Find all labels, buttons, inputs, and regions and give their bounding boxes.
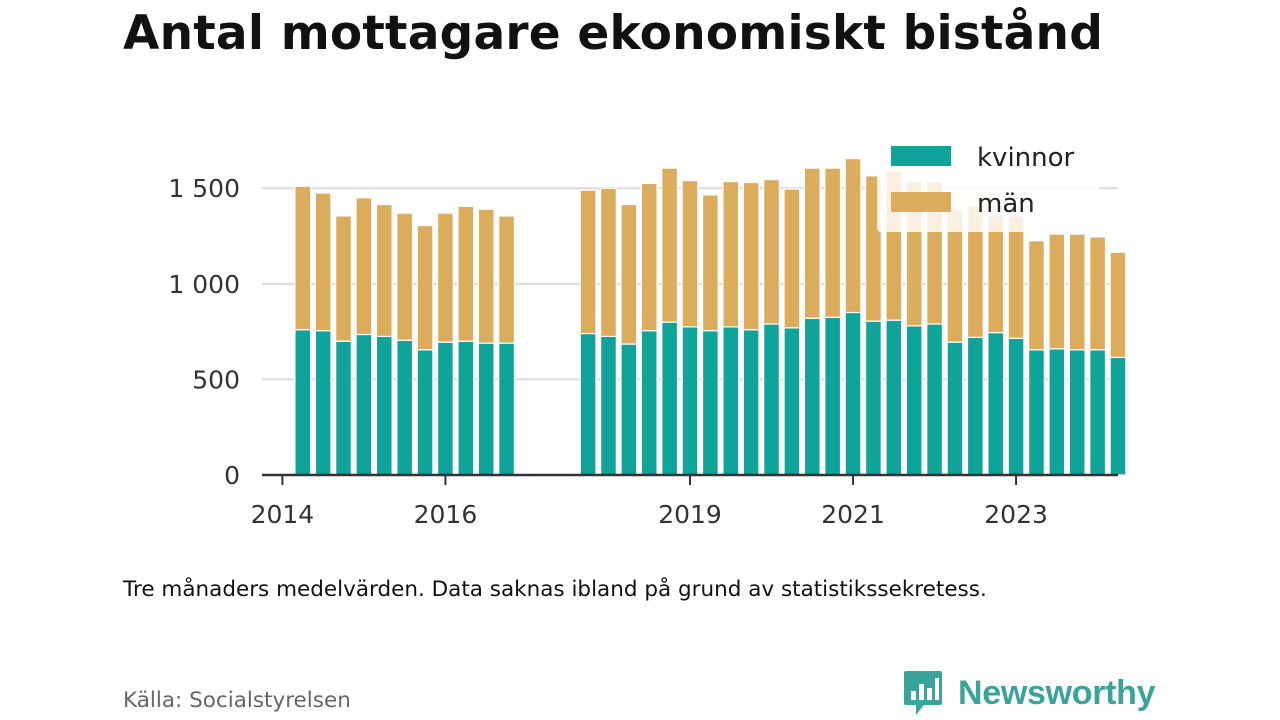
bar-kvinnor bbox=[1068, 349, 1086, 476]
bar-man bbox=[457, 205, 475, 342]
y-tick-label: 1 500 bbox=[168, 174, 240, 203]
bar-man bbox=[844, 158, 862, 314]
chart-title: Antal mottagare ekonomiskt bistånd bbox=[123, 6, 1104, 61]
bar-kvinnor bbox=[416, 349, 434, 476]
bar-kvinnor bbox=[335, 340, 352, 476]
bar-man bbox=[987, 214, 1005, 334]
bar-man bbox=[579, 189, 597, 335]
bar-man bbox=[620, 203, 638, 345]
bar-kvinnor bbox=[1007, 337, 1025, 476]
bar-kvinnor bbox=[294, 329, 312, 476]
bar-man bbox=[1028, 240, 1045, 351]
bar-kvinnor bbox=[436, 341, 454, 476]
chart-note: Tre månaders medelvärden. Data saknas ib… bbox=[123, 577, 987, 602]
legend: kvinnor män bbox=[877, 132, 1099, 232]
bar-kvinnor bbox=[742, 329, 760, 476]
brand-name: Newsworthy bbox=[958, 673, 1156, 712]
x-tick-label: 2023 bbox=[984, 500, 1048, 529]
x-tick-label: 2014 bbox=[251, 500, 315, 529]
bar-kvinnor bbox=[763, 323, 780, 476]
bar-kvinnor bbox=[966, 336, 984, 476]
bar-kvinnor bbox=[803, 317, 821, 476]
newsworthy-logo-icon bbox=[904, 671, 942, 715]
bar-kvinnor bbox=[375, 335, 393, 476]
bar-man bbox=[375, 203, 393, 337]
bar-man bbox=[681, 179, 699, 328]
y-tick-label: 1 000 bbox=[168, 270, 240, 299]
bar-kvinnor bbox=[620, 343, 638, 476]
bar-man bbox=[355, 197, 373, 336]
bar-man bbox=[294, 185, 312, 331]
bar-man bbox=[396, 212, 414, 341]
y-tick-label: 500 bbox=[192, 365, 240, 394]
bar-kvinnor bbox=[722, 326, 740, 476]
bar-man bbox=[416, 224, 434, 351]
bar-kvinnor bbox=[498, 342, 516, 476]
bar-kvinnor bbox=[579, 332, 597, 476]
legend-swatch-kvinnor bbox=[891, 146, 951, 166]
x-tick-label: 2019 bbox=[658, 500, 722, 529]
x-tick-label: 2016 bbox=[414, 500, 478, 529]
bar-kvinnor bbox=[926, 323, 944, 476]
bar-kvinnor bbox=[905, 325, 923, 476]
bar-man bbox=[498, 215, 516, 344]
bar-man bbox=[701, 194, 719, 332]
bar-kvinnor bbox=[987, 331, 1005, 476]
bar-man bbox=[600, 187, 617, 337]
legend-label-man: män bbox=[977, 189, 1035, 219]
bar-man bbox=[314, 192, 332, 332]
bar-man bbox=[742, 181, 760, 331]
x-axis-ticks: 2014 2016 2019 2021 2023 bbox=[251, 475, 1048, 529]
bar-kvinnor bbox=[864, 320, 882, 476]
bar-kvinnor bbox=[681, 326, 699, 476]
legend-label-kvinnor: kvinnor bbox=[977, 143, 1075, 173]
bar-man bbox=[640, 182, 658, 332]
brand-logo[interactable]: Newsworthy bbox=[902, 668, 1156, 718]
bar-kvinnor bbox=[600, 335, 617, 476]
bar-kvinnor bbox=[701, 330, 719, 476]
bar-man bbox=[763, 179, 780, 325]
bar-man bbox=[783, 188, 801, 329]
bar-man bbox=[803, 167, 821, 319]
bar-kvinnor bbox=[457, 340, 475, 476]
bar-man bbox=[1048, 233, 1066, 350]
bar-kvinnor bbox=[783, 327, 801, 476]
bar-kvinnor bbox=[396, 339, 414, 476]
bar-man bbox=[661, 167, 679, 323]
bar-man bbox=[1068, 233, 1086, 351]
bar-kvinnor bbox=[355, 333, 373, 476]
legend-swatch-man bbox=[891, 192, 951, 212]
bar-man bbox=[722, 180, 740, 328]
bar-man bbox=[824, 167, 842, 318]
bar-kvinnor bbox=[844, 311, 862, 476]
y-tick-label: 0 bbox=[224, 461, 240, 490]
bar-man bbox=[1007, 215, 1025, 339]
bar-man bbox=[335, 215, 352, 342]
bar-kvinnor bbox=[640, 330, 658, 476]
bar-kvinnor bbox=[661, 321, 679, 476]
bar-man bbox=[1089, 236, 1107, 351]
y-axis-ticks: 0 500 1 000 1 500 bbox=[168, 174, 240, 490]
x-tick-label: 2021 bbox=[821, 500, 885, 529]
bar-kvinnor bbox=[1048, 348, 1066, 476]
bar-kvinnor bbox=[1109, 356, 1127, 476]
bar-kvinnor bbox=[946, 341, 964, 476]
bar-kvinnor bbox=[1028, 349, 1045, 476]
bar-kvinnor bbox=[824, 316, 842, 476]
bar-man bbox=[477, 208, 495, 344]
bar-kvinnor bbox=[314, 330, 332, 476]
bar-man bbox=[1109, 251, 1127, 359]
bar-kvinnor bbox=[477, 342, 495, 476]
source-label: Källa: Socialstyrelsen bbox=[123, 688, 351, 713]
bar-man bbox=[436, 212, 454, 343]
bar-kvinnor bbox=[885, 319, 903, 476]
bar-kvinnor bbox=[1089, 349, 1107, 476]
